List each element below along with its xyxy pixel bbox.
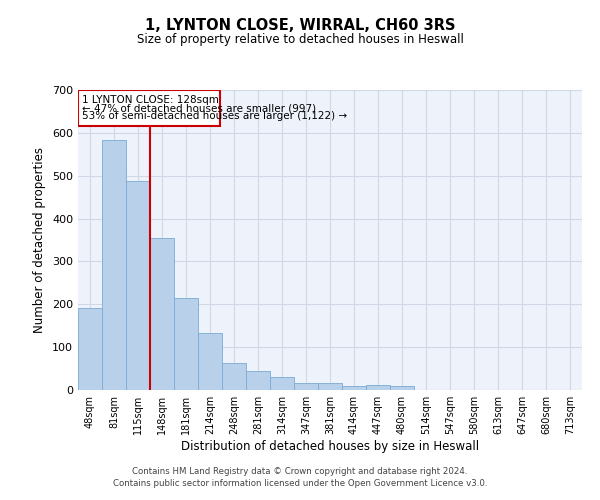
Bar (198, 334, 222, 390)
Bar (174, 298, 198, 390)
Text: 1 LYNTON CLOSE: 128sqm: 1 LYNTON CLOSE: 128sqm (82, 95, 218, 105)
Text: ← 47% of detached houses are smaller (997): ← 47% of detached houses are smaller (99… (82, 104, 316, 114)
Bar (342, 386, 366, 390)
FancyBboxPatch shape (78, 90, 220, 126)
Bar (78, 308, 102, 390)
Bar (102, 140, 126, 390)
Text: Contains public sector information licensed under the Open Government Licence v3: Contains public sector information licen… (113, 478, 487, 488)
Bar (126, 182, 150, 390)
Bar (150, 238, 174, 390)
Text: 1, LYNTON CLOSE, WIRRAL, CH60 3RS: 1, LYNTON CLOSE, WIRRAL, CH60 3RS (145, 18, 455, 32)
Bar (366, 386, 390, 390)
Text: 53% of semi-detached houses are larger (1,122) →: 53% of semi-detached houses are larger (… (82, 112, 347, 122)
Bar (318, 383, 342, 390)
Bar (246, 370, 270, 390)
Bar (294, 383, 318, 390)
Bar (222, 363, 246, 390)
Text: Contains HM Land Registry data © Crown copyright and database right 2024.: Contains HM Land Registry data © Crown c… (132, 467, 468, 476)
Bar (390, 386, 414, 390)
Y-axis label: Number of detached properties: Number of detached properties (34, 147, 46, 333)
X-axis label: Distribution of detached houses by size in Heswall: Distribution of detached houses by size … (181, 440, 479, 453)
Text: Size of property relative to detached houses in Heswall: Size of property relative to detached ho… (137, 32, 463, 46)
Bar (270, 376, 294, 390)
